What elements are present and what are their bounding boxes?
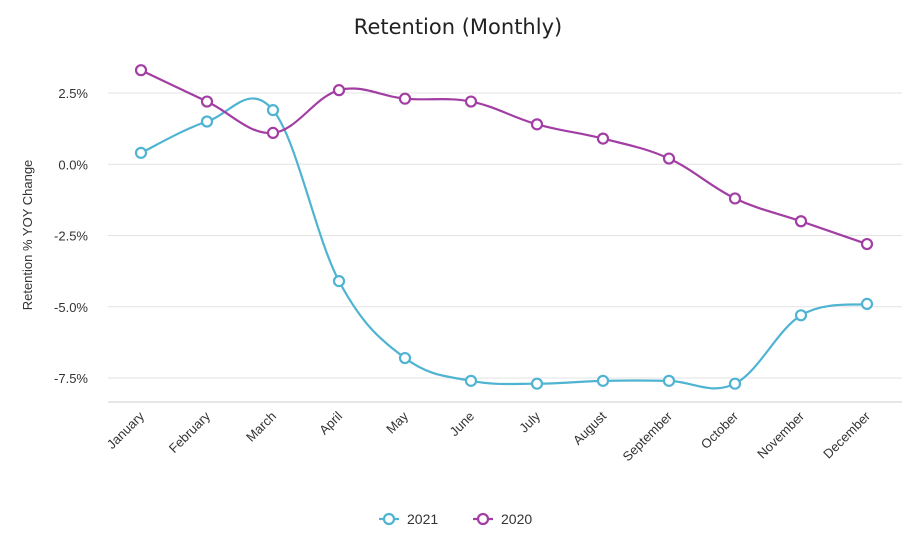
data-point[interactable] xyxy=(794,215,808,228)
data-point[interactable] xyxy=(266,103,280,117)
data-point[interactable] xyxy=(860,237,874,251)
legend-label: 2020 xyxy=(501,511,532,527)
data-point[interactable] xyxy=(398,351,412,365)
x-tick-label: June xyxy=(447,409,478,440)
series-line xyxy=(140,97,868,390)
y-tick-label: -7.5% xyxy=(54,371,88,386)
x-tick-label: May xyxy=(383,408,411,436)
y-axis-ticks: 2.5% 0.0% -2.5% -5.0% -7.5% xyxy=(54,86,88,386)
legend-marker xyxy=(476,512,490,526)
legend-item-2021[interactable]: 2021 xyxy=(379,511,438,527)
x-tick-label: August xyxy=(570,408,609,447)
data-point[interactable] xyxy=(200,115,214,128)
legend-label: 2021 xyxy=(407,511,438,527)
x-tick-label: September xyxy=(620,408,676,464)
x-tick-label: November xyxy=(754,408,807,461)
data-point[interactable] xyxy=(464,374,478,387)
x-tick-label: March xyxy=(243,409,279,445)
data-point[interactable] xyxy=(728,192,742,205)
data-point[interactable] xyxy=(530,118,544,131)
grid xyxy=(108,92,902,379)
data-point[interactable] xyxy=(464,95,478,108)
legend-item-2020[interactable]: 2020 xyxy=(473,511,532,527)
data-point[interactable] xyxy=(596,132,610,145)
y-tick-label: 2.5% xyxy=(58,86,88,101)
data-point[interactable] xyxy=(200,95,214,108)
data-point[interactable] xyxy=(332,84,346,97)
x-axis-ticks: January February March April May June July Augu… xyxy=(104,408,874,464)
series-line xyxy=(140,69,868,246)
data-point[interactable] xyxy=(398,92,412,105)
data-point[interactable] xyxy=(728,377,742,390)
chart-title: Retention (Monthly) xyxy=(354,15,562,39)
series xyxy=(134,64,874,390)
data-point[interactable] xyxy=(794,309,808,322)
series-2020 xyxy=(134,64,874,251)
x-tick-label: July xyxy=(516,408,543,435)
x-tick-label: December xyxy=(820,408,873,461)
x-tick-label: February xyxy=(166,408,214,456)
data-point[interactable] xyxy=(332,275,346,288)
data-point[interactable] xyxy=(134,64,148,77)
data-point[interactable] xyxy=(596,374,610,387)
series-2021 xyxy=(134,97,874,390)
y-axis-label: Retention % YOY Change xyxy=(20,160,35,311)
y-tick-label: -2.5% xyxy=(54,229,88,244)
x-tick-label: October xyxy=(698,408,742,452)
x-tick-label: April xyxy=(316,408,345,437)
data-point[interactable] xyxy=(860,297,874,310)
data-point[interactable] xyxy=(134,146,148,159)
data-point[interactable] xyxy=(530,377,544,390)
legend[interactable]: 2021 2020 xyxy=(379,511,532,527)
y-tick-label: -5.0% xyxy=(54,300,88,315)
y-tick-label: 0.0% xyxy=(58,157,88,172)
legend-marker xyxy=(382,512,396,526)
data-point[interactable] xyxy=(266,126,280,139)
data-point[interactable] xyxy=(662,374,676,387)
x-tick-label: January xyxy=(104,408,148,452)
data-point[interactable] xyxy=(662,152,676,165)
